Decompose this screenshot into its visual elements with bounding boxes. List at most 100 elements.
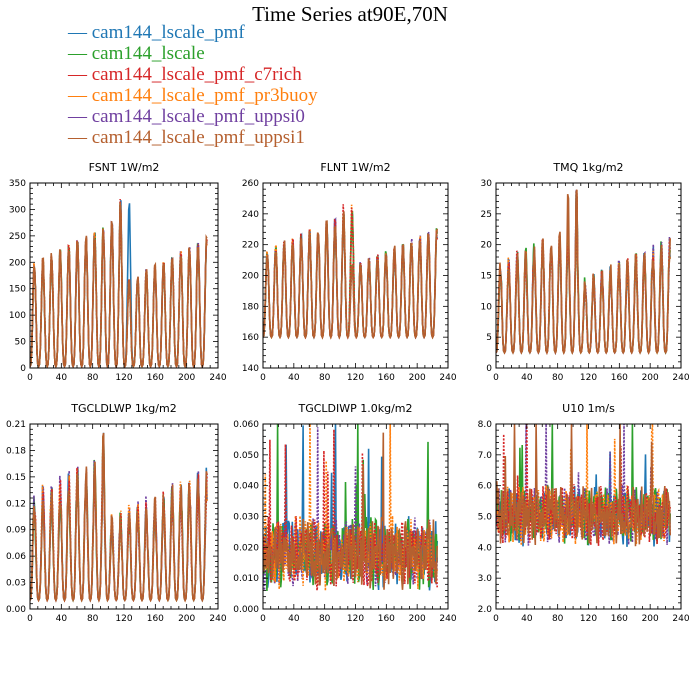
x-tick-label: 200: [178, 373, 195, 383]
legend-entry: — cam144_lscale_pmf_c7rich: [68, 64, 318, 85]
x-tick-label: 0: [493, 373, 499, 383]
x-tick-label: 200: [409, 614, 426, 624]
legend-entry: — cam144_lscale_pmf_pr3buoy: [68, 85, 318, 106]
y-tick-label: 0.09: [6, 526, 26, 536]
x-tick-label: 200: [642, 373, 659, 383]
x-tick-label: 80: [87, 614, 99, 624]
series-line: [30, 432, 208, 603]
y-tick-label: 0.020: [233, 543, 259, 553]
x-tick-label: 80: [552, 614, 564, 624]
x-tick-label: 160: [378, 614, 395, 624]
legend-line-mark: —: [68, 64, 87, 85]
y-tick-label: 0.12: [6, 499, 26, 509]
legend-entry: — cam144_lscale_pmf_uppsi1: [68, 127, 318, 148]
x-tick-label: 160: [147, 614, 164, 624]
x-tick-label: 40: [288, 614, 300, 624]
y-tick-label: 2.0: [478, 605, 493, 615]
y-tick-label: 7.0: [478, 451, 493, 461]
y-tick-label: 300: [9, 205, 26, 215]
legend-label: cam144_lscale: [91, 43, 205, 64]
legend-entry: — cam144_lscale_pmf: [68, 22, 318, 43]
legend-label: cam144_lscale_pmf_pr3buoy: [91, 85, 318, 106]
panel-title: FSNT 1W/m2: [89, 161, 160, 174]
x-tick-label: 80: [319, 373, 331, 383]
y-tick-label: 240: [242, 210, 259, 220]
legend-line-mark: —: [68, 43, 87, 64]
x-tick-label: 0: [260, 373, 266, 383]
x-tick-label: 120: [580, 373, 597, 383]
y-tick-label: 260: [242, 179, 259, 189]
y-tick-label: 6.0: [478, 482, 493, 492]
x-tick-label: 40: [56, 614, 68, 624]
y-tick-label: 3.0: [478, 574, 493, 584]
legend: — cam144_lscale_pmf — cam144_lscale — ca…: [68, 22, 318, 148]
panel-title: FLNT 1W/m2: [320, 161, 390, 174]
x-tick-label: 0: [493, 614, 499, 624]
y-tick-label: 0.21: [6, 420, 26, 430]
x-tick-label: 240: [672, 373, 689, 383]
y-tick-label: 0.010: [233, 574, 259, 584]
x-tick-label: 40: [521, 373, 533, 383]
series-group: [263, 424, 438, 592]
legend-label: cam144_lscale_pmf_c7rich: [91, 64, 302, 85]
y-tick-label: 0.15: [6, 473, 26, 483]
y-tick-label: 0.060: [233, 420, 259, 430]
y-tick-label: 0: [20, 364, 26, 374]
x-tick-label: 240: [439, 373, 456, 383]
y-tick-label: 160: [242, 333, 259, 343]
legend-line-mark: —: [68, 106, 87, 127]
legend-label: cam144_lscale_pmf_uppsi0: [91, 106, 305, 127]
series-line: [496, 424, 671, 547]
series-line: [496, 189, 671, 355]
series-group: [263, 204, 438, 340]
x-tick-label: 40: [56, 373, 68, 383]
x-tick-label: 160: [611, 614, 628, 624]
y-tick-label: 0.030: [233, 513, 259, 523]
x-tick-label: 80: [87, 373, 99, 383]
x-tick-label: 120: [115, 373, 132, 383]
panel: U10 1m/s 0 40 80 120 160 200 240 2.0 3.0 4.0 5.0 6.0…: [478, 402, 690, 624]
series-line: [30, 202, 208, 368]
x-tick-label: 200: [642, 614, 659, 624]
x-tick-label: 160: [147, 373, 164, 383]
legend-line-mark: —: [68, 22, 87, 43]
panel: FSNT 1W/m2 0 40 80 120 160 200 240 0 50 100 150 200 2…: [9, 161, 227, 383]
y-tick-label: 25: [481, 210, 492, 220]
panel: FLNT 1W/m2 0 40 80 120 160 200 240 140 160 180 200 2…: [242, 161, 457, 383]
y-tick-label: 180: [242, 302, 259, 312]
x-tick-label: 80: [319, 614, 331, 624]
panel: TGCLDLWP 1kg/m2 0 40 80 120 160 200 240 0.00 0.03…: [6, 402, 227, 624]
x-tick-label: 240: [672, 614, 689, 624]
y-tick-label: 0.03: [6, 579, 26, 589]
series-line: [30, 436, 208, 603]
y-tick-label: 150: [9, 285, 26, 295]
panel: TMQ 1kg/m2 0 40 80 120 160 200 240 0 5 10 15 20 25 30: [481, 161, 690, 383]
y-tick-label: 220: [242, 241, 259, 251]
y-tick-label: 15: [481, 272, 492, 282]
x-tick-label: 120: [115, 614, 132, 624]
y-tick-label: 10: [481, 302, 493, 312]
y-tick-label: 0.040: [233, 482, 259, 492]
series-group: [496, 424, 671, 547]
panel-title: U10 1m/s: [562, 402, 615, 415]
y-tick-label: 100: [9, 311, 26, 321]
legend-line-mark: —: [68, 85, 87, 106]
y-tick-label: 200: [9, 258, 26, 268]
x-tick-label: 160: [378, 373, 395, 383]
legend-label: cam144_lscale_pmf_uppsi1: [91, 127, 305, 148]
y-tick-label: 0.18: [6, 446, 26, 456]
x-tick-label: 0: [27, 373, 33, 383]
x-tick-label: 200: [178, 614, 195, 624]
series-line: [263, 211, 438, 340]
x-tick-label: 40: [288, 373, 300, 383]
x-tick-label: 80: [552, 373, 564, 383]
x-tick-label: 40: [521, 614, 533, 624]
x-tick-label: 120: [580, 614, 597, 624]
y-tick-label: 30: [481, 179, 493, 189]
y-tick-label: 0: [486, 364, 492, 374]
y-tick-label: 250: [9, 232, 26, 242]
figure-title: Time Series at90E,70N: [252, 2, 448, 26]
legend-line-mark: —: [68, 127, 87, 148]
y-tick-label: 4.0: [478, 543, 493, 553]
